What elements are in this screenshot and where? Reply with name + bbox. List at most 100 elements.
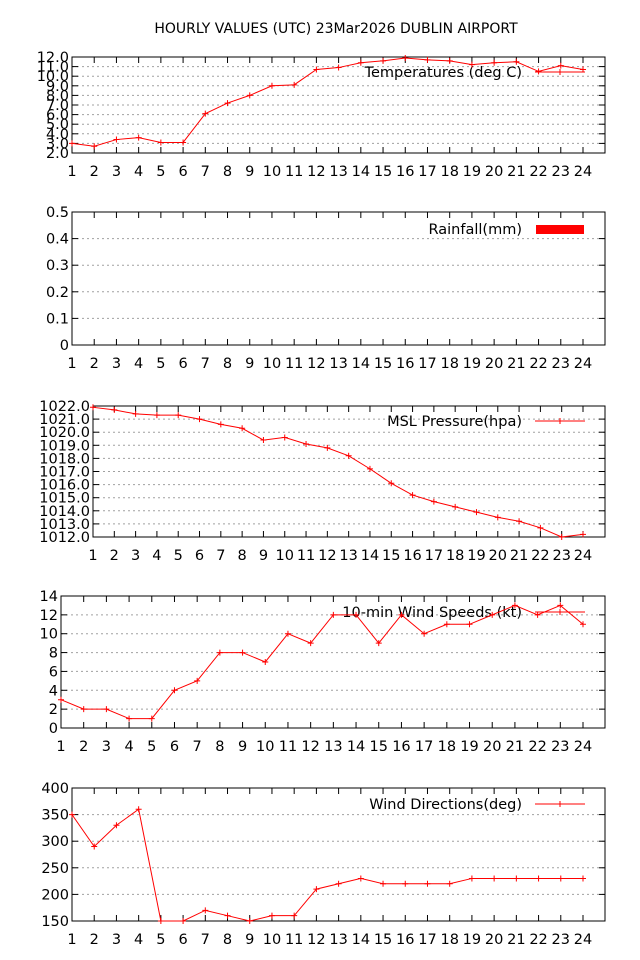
x-tick-label: 7 — [201, 356, 210, 372]
data-point — [239, 649, 246, 656]
x-tick-label: 2 — [90, 932, 99, 948]
data-point — [268, 82, 275, 89]
x-tick-label: 14 — [352, 932, 370, 948]
x-tick-label: 17 — [418, 164, 436, 180]
x-tick-label: 23 — [551, 739, 569, 755]
data-point — [446, 880, 453, 887]
main-title: HOURLY VALUES (UTC) 23Mar2026 DUBLIN AIR… — [154, 21, 518, 37]
data-point — [421, 630, 428, 637]
x-tick-label: 11 — [279, 739, 297, 755]
data-point — [194, 677, 201, 684]
x-tick-label: 24 — [574, 932, 592, 948]
x-tick-label: 6 — [178, 164, 187, 180]
data-point — [217, 421, 224, 428]
x-tick-label: 4 — [124, 739, 133, 755]
x-tick-label: 21 — [506, 739, 524, 755]
data-point — [430, 498, 437, 505]
y-tick-label: 1022.0 — [39, 399, 90, 415]
x-tick-label: 14 — [352, 356, 370, 372]
y-tick-label: 0.4 — [46, 232, 69, 248]
legend-label: Temperatures (deg C) — [364, 65, 522, 81]
data-point — [196, 416, 203, 423]
y-tick-label: 1012.0 — [39, 530, 90, 546]
x-tick-label: 24 — [574, 356, 592, 372]
x-tick-label: 2 — [90, 356, 99, 372]
data-point — [535, 875, 542, 882]
data-point — [291, 81, 298, 88]
data-point — [357, 875, 364, 882]
x-tick-label: 16 — [396, 356, 414, 372]
data-point — [335, 64, 342, 71]
data-point — [473, 509, 480, 516]
x-tick-label: 17 — [418, 356, 436, 372]
plot-frame — [71, 211, 606, 346]
data-point — [534, 611, 541, 618]
data-point — [113, 136, 120, 143]
x-tick-label: 16 — [396, 164, 414, 180]
x-tick-label: 12 — [301, 739, 319, 755]
y-tick-label: 1013.0 — [39, 517, 90, 533]
data-point — [443, 621, 450, 628]
data-point — [132, 410, 139, 417]
x-tick-label: 15 — [374, 356, 392, 372]
data-point — [153, 412, 160, 419]
data-point — [113, 822, 120, 829]
x-tick-label: 22 — [531, 548, 549, 564]
data-point — [557, 602, 564, 609]
x-tick-label: 13 — [339, 548, 357, 564]
x-tick-label: 15 — [374, 164, 392, 180]
data-point — [580, 621, 586, 628]
data-point — [58, 696, 64, 703]
x-tick-label: 20 — [485, 356, 503, 372]
y-tick-label: 1021.0 — [39, 412, 90, 428]
x-tick-label: 1 — [67, 932, 76, 948]
data-point — [580, 531, 586, 538]
x-tick-label: 7 — [193, 739, 202, 755]
x-tick-label: 12 — [307, 164, 325, 180]
y-tick-label: 5.0 — [46, 117, 69, 133]
x-tick-label: 20 — [489, 548, 507, 564]
plot-frame — [71, 787, 606, 922]
data-point — [135, 806, 142, 813]
data-point — [313, 886, 320, 893]
y-tick-label: 0.1 — [46, 311, 69, 327]
data-point — [157, 139, 164, 146]
x-tick-label: 4 — [134, 932, 143, 948]
x-tick-label: 23 — [552, 164, 570, 180]
x-tick-label: 1 — [67, 164, 76, 180]
x-tick-label: 12 — [307, 356, 325, 372]
x-tick-label: 23 — [552, 932, 570, 948]
x-tick-label: 22 — [528, 739, 546, 755]
data-point — [409, 492, 416, 499]
data-point — [398, 611, 405, 618]
x-tick-label: 24 — [574, 164, 592, 180]
x-tick-label: 17 — [415, 739, 433, 755]
x-tick-label: 19 — [460, 739, 478, 755]
x-tick-label: 5 — [174, 548, 183, 564]
data-point — [103, 706, 110, 713]
data-point — [246, 92, 253, 99]
data-point — [513, 875, 520, 882]
data-point — [268, 912, 275, 919]
x-tick-label: 6 — [178, 932, 187, 948]
x-tick-label: 9 — [245, 164, 254, 180]
x-tick-label: 10 — [256, 739, 274, 755]
data-point — [157, 918, 164, 924]
data-point — [281, 434, 288, 441]
data-point — [468, 61, 475, 68]
x-tick-label: 8 — [223, 932, 232, 948]
x-tick-label: 9 — [245, 356, 254, 372]
y-tick-label: 2 — [49, 702, 58, 718]
legend-label: Rainfall(mm) — [429, 222, 522, 238]
chart-panel-2: 00.10.20.30.40.51 2 3 4 5 6 7 8 9 10 11 12 13 14 15 16 1… — [46, 205, 606, 372]
legend-marker — [557, 418, 563, 424]
x-tick-label: 8 — [223, 164, 232, 180]
y-tick-label: 9.0 — [46, 79, 69, 95]
y-tick-label: 1015.0 — [39, 491, 90, 507]
data-point — [202, 110, 209, 117]
x-tick-label: 21 — [507, 932, 525, 948]
x-tick-label: 9 — [238, 739, 247, 755]
data-point — [452, 503, 459, 510]
data-point — [303, 440, 310, 447]
y-tick-label: 1016.0 — [39, 478, 90, 494]
